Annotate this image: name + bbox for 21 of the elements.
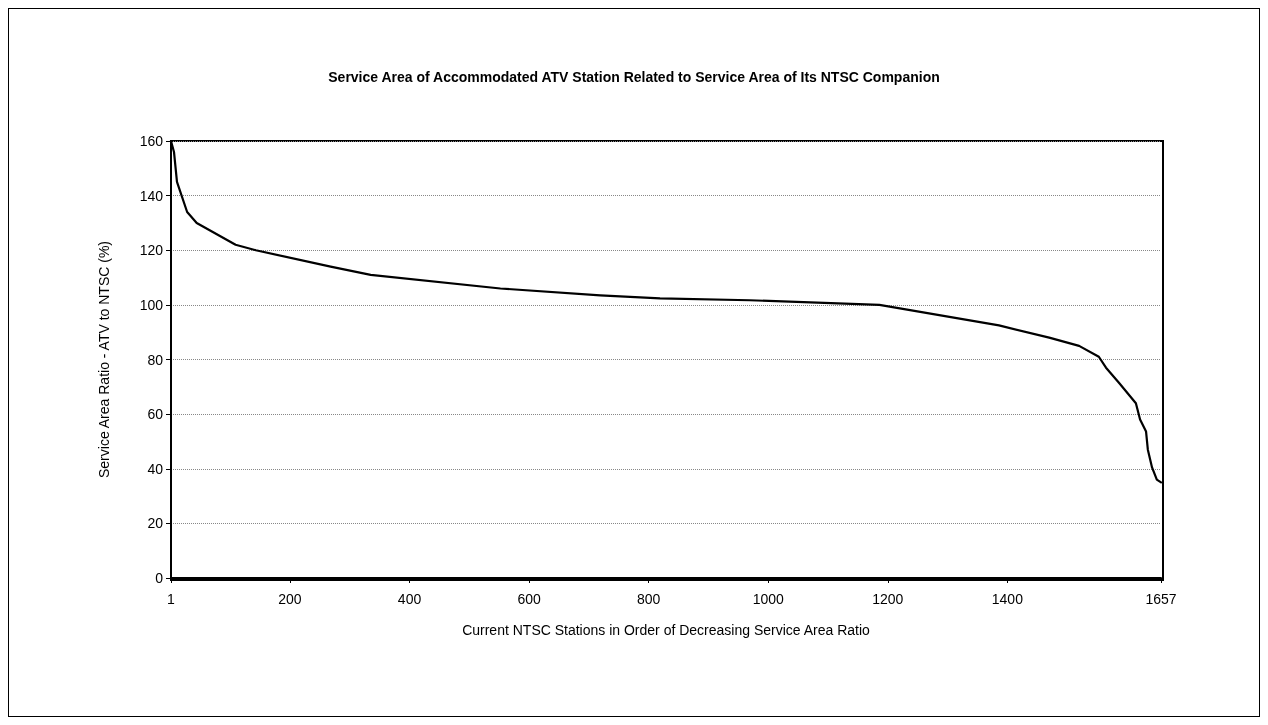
y-tick-label: 140 — [139, 187, 164, 204]
chart-title: Service Area of Accommodated ATV Station Related to Service Area of Its NTSC Companion — [328, 69, 940, 85]
x-tick-label: 1 — [167, 591, 176, 607]
y-tick-label: 0 — [155, 570, 164, 586]
y-axis-title: Service Area Ratio - ATV to NTSC (%) — [96, 240, 112, 479]
x-tick-label: 1657 — [1145, 591, 1177, 607]
x-tick-label: 1200 — [872, 591, 904, 607]
x-tick-label: 1000 — [752, 591, 785, 607]
x-tick-label: 400 — [397, 591, 422, 607]
x-tick-label: 1400 — [991, 591, 1024, 607]
x-axis-title: Current NTSC Stations in Order of Decreasing Service Area Ratio — [462, 622, 871, 638]
y-tick-label: 160 — [139, 133, 164, 149]
y-tick-label: 20 — [147, 515, 164, 532]
x-tick-label: 600 — [517, 591, 541, 607]
y-tick-label: 120 — [139, 242, 164, 259]
x-tick-label: 200 — [278, 591, 302, 607]
x-tick-label: 800 — [636, 591, 661, 607]
y-tick-label: 80 — [147, 351, 164, 368]
y-tick-label: 60 — [147, 406, 164, 423]
y-tick-label: 40 — [147, 460, 164, 477]
y-tick-label: 100 — [139, 296, 164, 313]
